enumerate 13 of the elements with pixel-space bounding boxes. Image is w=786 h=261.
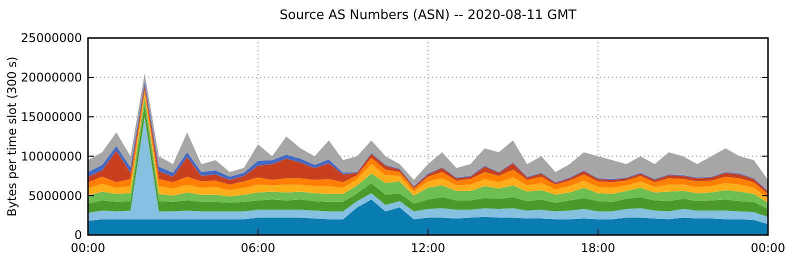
y-tick-label: 10000000 (20, 149, 82, 164)
x-tick-label: 06:00 (240, 241, 276, 255)
chart-title: Source AS Numbers (ASN) -- 2020-08-11 GMT (280, 8, 576, 23)
x-tick-label: 18:00 (580, 241, 616, 255)
y-tick-label: 20000000 (20, 70, 82, 85)
x-tick-label: 00:00 (70, 241, 106, 255)
x-tick-label: 00:00 (750, 241, 786, 255)
y-tick-label: 25000000 (20, 31, 82, 46)
x-tick-label: 12:00 (410, 241, 446, 255)
y-tick-label: 15000000 (20, 110, 82, 124)
y-tick-label: 0 (74, 228, 82, 242)
y-axis-title: Bytes per time slot (300 s) (5, 56, 19, 216)
y-tick-label: 5000000 (28, 188, 82, 203)
